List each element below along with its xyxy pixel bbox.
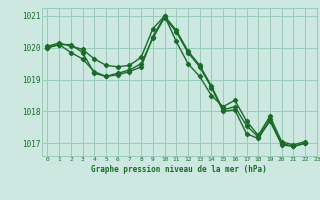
X-axis label: Graphe pression niveau de la mer (hPa): Graphe pression niveau de la mer (hPa)	[91, 165, 267, 174]
